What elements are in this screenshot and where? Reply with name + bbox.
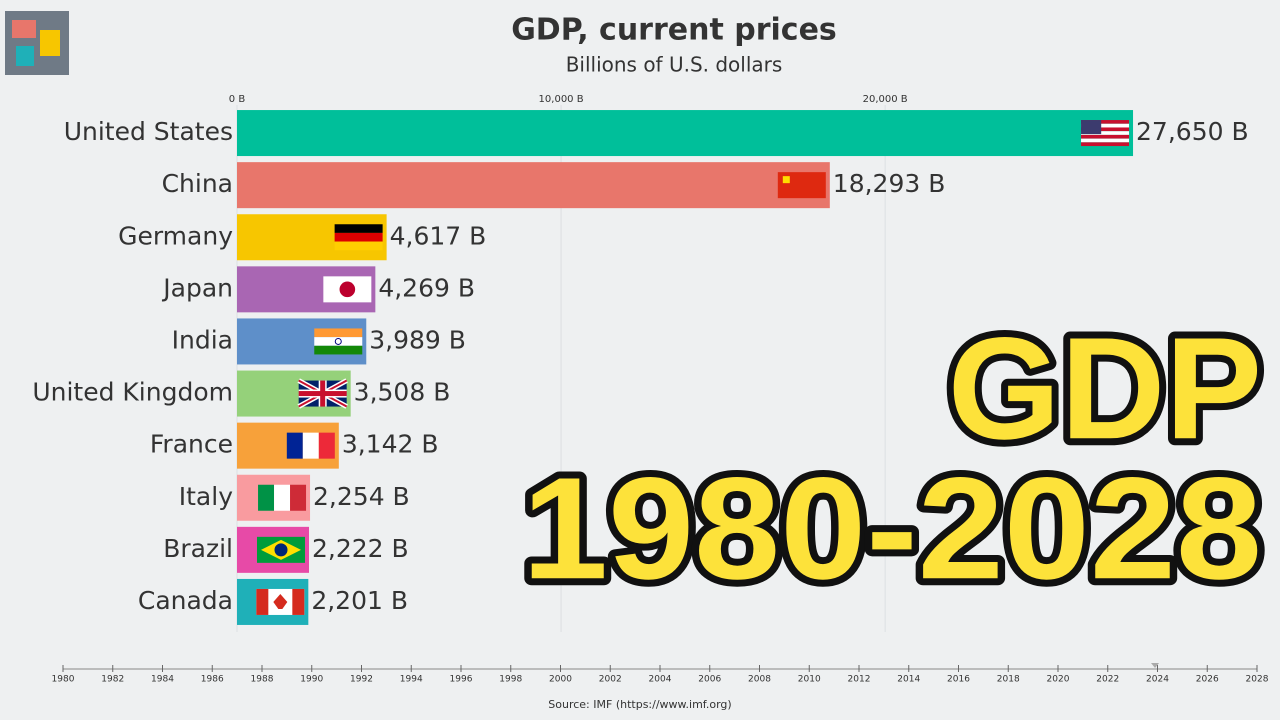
value-label: 4,269 B <box>378 273 475 302</box>
flag <box>257 536 306 563</box>
overlay-years: 1980-2028 <box>522 447 1262 609</box>
timeline-label: 2024 <box>1146 675 1169 685</box>
flag-part <box>334 337 342 345</box>
flag-part <box>274 484 291 511</box>
timeline-label: 2026 <box>1196 675 1219 685</box>
flag-part <box>782 176 790 184</box>
timeline-label: 2000 <box>549 675 572 685</box>
flag-part <box>274 543 288 557</box>
flag-part <box>314 345 363 355</box>
value-label: 2,254 B <box>313 482 410 511</box>
value-label: 2,201 B <box>311 586 408 615</box>
flag-part <box>286 432 303 459</box>
flag-part <box>273 593 288 609</box>
flag-part <box>318 432 335 459</box>
x-tick-label: 10,000 B <box>539 94 584 105</box>
timeline-label: 2028 <box>1246 675 1269 685</box>
flag <box>314 328 363 355</box>
flag-part <box>1081 120 1102 135</box>
x-tick-label: 0 B <box>229 94 246 105</box>
flag-part <box>1081 134 1130 139</box>
timeline-label: 1994 <box>400 675 423 685</box>
flag-part <box>1081 120 1130 124</box>
flag-part <box>1081 127 1130 132</box>
value-label: 3,142 B <box>342 430 439 459</box>
timeline-label: 2018 <box>997 675 1020 685</box>
timeline-label: 1990 <box>300 675 323 685</box>
bar <box>237 110 1134 157</box>
category-label: India <box>172 325 233 354</box>
flag-part <box>256 588 269 615</box>
value-label: 27,650 B <box>1136 117 1249 146</box>
timeline-label: 1986 <box>201 675 224 685</box>
x-tick-label: 20,000 B <box>863 94 908 105</box>
flag-part <box>298 391 347 397</box>
timeline-label: 2004 <box>649 675 672 685</box>
timeline-label: 2002 <box>599 675 622 685</box>
overlay-title: GDP <box>948 307 1262 469</box>
flag <box>297 378 348 409</box>
flag-part <box>1081 138 1130 143</box>
thumbnail-icon <box>5 11 69 75</box>
flag <box>258 484 307 511</box>
flag-part <box>334 224 383 233</box>
category-label: Japan <box>161 273 233 302</box>
flag-part <box>258 484 275 511</box>
timeline-label: 1984 <box>151 675 174 685</box>
timeline-label: 2010 <box>798 675 821 685</box>
value-label: 4,617 B <box>390 221 487 250</box>
flag <box>777 172 826 199</box>
category-label: United Kingdom <box>32 378 233 407</box>
chart-title: GDP, current prices <box>511 13 837 48</box>
flag <box>334 224 383 251</box>
timeline-label: 1992 <box>350 675 373 685</box>
flag <box>256 588 305 615</box>
flag-part <box>292 588 305 615</box>
value-label: 3,508 B <box>354 378 451 407</box>
flag-part <box>314 337 363 346</box>
value-label: 18,293 B <box>833 169 946 198</box>
category-label: Brazil <box>163 534 233 563</box>
timeline-label: 2020 <box>1047 675 1070 685</box>
flag-part <box>1081 131 1130 135</box>
flag-part <box>334 241 383 251</box>
bar <box>237 162 830 209</box>
value-label: 3,989 B <box>369 325 466 354</box>
value-label: 2,222 B <box>312 534 409 563</box>
category-label: Germany <box>118 221 233 250</box>
timeline-marker <box>1151 663 1160 668</box>
timeline-label: 1996 <box>450 675 473 685</box>
flag-part <box>777 172 826 199</box>
timeline-label: 1998 <box>499 675 522 685</box>
category-label: France <box>150 430 233 459</box>
timeline-label: 1982 <box>101 675 124 685</box>
flag-part <box>334 232 383 242</box>
flag <box>286 432 335 459</box>
flag-part <box>1081 142 1130 147</box>
timeline-label: 2006 <box>698 675 721 685</box>
timeline-label: 2014 <box>897 675 920 685</box>
flag-part <box>314 328 363 338</box>
timeline-label: 1980 <box>52 675 75 685</box>
category-label: Italy <box>179 482 233 511</box>
timeline-label: 2008 <box>748 675 771 685</box>
source: Source: IMF (https://www.imf.org) <box>548 698 731 711</box>
timeline-label: 2012 <box>848 675 871 685</box>
timeline-label: 2022 <box>1096 675 1119 685</box>
flag-part <box>1081 123 1130 128</box>
category-label: China <box>162 169 233 198</box>
timeline-label: 2016 <box>947 675 970 685</box>
flag <box>323 276 372 303</box>
timeline-label: 1988 <box>251 675 274 685</box>
flag <box>1081 120 1130 147</box>
category-label: Canada <box>138 586 233 615</box>
category-label: United States <box>64 117 233 146</box>
flag-part <box>290 484 307 511</box>
chart-subtitle: Billions of U.S. dollars <box>566 53 783 77</box>
flag-part <box>302 432 319 459</box>
flag-part <box>339 281 356 298</box>
